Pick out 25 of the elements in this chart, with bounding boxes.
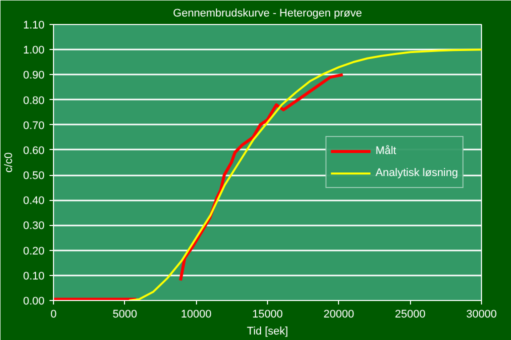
line-series <box>128 48 482 300</box>
y-tick-label: 0.20 <box>23 245 45 258</box>
x-tick-label: 5000 <box>112 308 138 320</box>
y-tick-label: 1.10 <box>23 20 45 32</box>
y-tick-label: 0.80 <box>23 94 45 107</box>
legend-label: Analytisk løsning <box>375 167 458 179</box>
x-tick-label: 15000 <box>252 308 283 320</box>
x-tick-label: 0 <box>50 308 57 320</box>
y-tick-label: 0.60 <box>23 144 45 157</box>
y-tick-label: 0.40 <box>23 195 45 208</box>
x-tick-label: 25000 <box>394 308 426 320</box>
y-axis-title: c/c0 <box>3 152 16 173</box>
x-axis-title: Tid [sek] <box>246 326 288 338</box>
y-tick-label: 0.30 <box>23 220 45 232</box>
y-tick-label: 0.70 <box>23 120 45 132</box>
y-tick-label: 0.10 <box>23 270 45 282</box>
chart-title: Gennembrudskurve - Heterogen prøve <box>173 8 362 20</box>
y-tick-label: 0.00 <box>23 296 45 308</box>
y-tick-label: 1.00 <box>23 44 45 57</box>
x-tick-label: 20000 <box>324 308 354 320</box>
y-tick-label: 0.90 <box>23 70 45 82</box>
y-tick-label: 0.50 <box>23 170 45 182</box>
x-tick-label: 10000 <box>180 308 212 320</box>
x-tick-label: 30000 <box>466 308 497 320</box>
legend-label: Målt <box>375 145 396 157</box>
